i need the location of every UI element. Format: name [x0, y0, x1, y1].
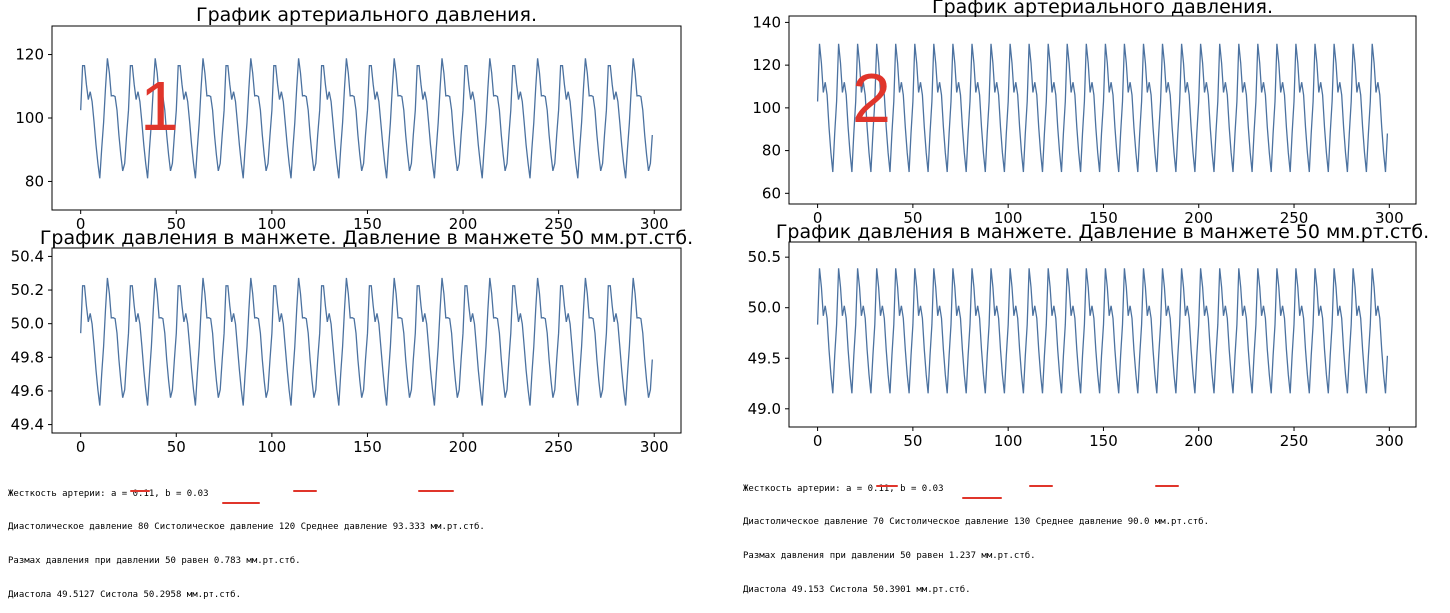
x-tick-label: 150: [353, 438, 382, 456]
y-tick-label: 49.6: [11, 382, 44, 400]
chart-title: График артериального давления.: [196, 4, 537, 26]
x-tick-label: 0: [813, 432, 823, 450]
x-tick-label: 250: [544, 215, 573, 233]
panel-number-annotation: 1: [140, 67, 179, 145]
y-tick-label: 120: [752, 56, 781, 74]
panel-number-annotation: 2: [852, 59, 891, 137]
x-tick-label: 200: [449, 215, 478, 233]
series-line: [80, 58, 653, 179]
underline-mark: [222, 502, 260, 504]
output-left-line-2: Диастолическое давление 80 Систолическое…: [8, 522, 485, 533]
x-tick-label: 50: [903, 209, 922, 227]
series-line: [816, 268, 1389, 394]
underline-mark: [876, 485, 898, 487]
underline-mark: [293, 490, 317, 492]
output-left: Жесткость артерии: a = 0.11, b = 0.03 Ди…: [8, 466, 485, 613]
x-tick-label: 250: [1280, 209, 1309, 227]
x-tick-label: 250: [544, 438, 573, 456]
x-tick-label: 300: [640, 438, 669, 456]
x-tick-label: 250: [1280, 432, 1309, 450]
output-right-line-2: Диастолическое давление 70 Систолическое…: [743, 517, 1209, 528]
series-line: [80, 277, 653, 406]
output-right-line-1: Жесткость артерии: a = 0.11, b = 0.03: [743, 483, 944, 494]
plot-area: [788, 15, 1417, 205]
x-tick-label: 300: [640, 215, 669, 233]
chart-title: График артериального давления.: [932, 0, 1273, 18]
y-tick-label: 100: [15, 109, 44, 127]
chart-title: График давления в манжете. Давление в ма…: [40, 227, 693, 249]
x-tick-label: 100: [258, 215, 287, 233]
output-right-line-4: Диастола 49.153 Систола 50.3901 мм.рт.ст…: [743, 585, 971, 596]
output-left-line-3: Размах давления при давлении 50 равен 0.…: [8, 556, 301, 567]
x-tick-label: 0: [76, 215, 86, 233]
x-tick-label: 150: [353, 215, 382, 233]
y-tick-label: 50.5: [748, 248, 781, 266]
x-tick-label: 300: [1375, 432, 1404, 450]
plot-area: [51, 247, 682, 434]
x-tick-label: 50: [167, 438, 186, 456]
underline-mark: [418, 490, 454, 492]
underline-mark: [1155, 485, 1179, 487]
y-tick-label: 49.0: [748, 400, 781, 418]
plot-area: [788, 241, 1417, 428]
y-tick-label: 50.4: [11, 247, 44, 265]
x-tick-label: 100: [258, 438, 287, 456]
y-tick-label: 49.5: [748, 349, 781, 367]
x-tick-label: 200: [449, 438, 478, 456]
underline-mark: [1029, 485, 1053, 487]
output-right: Жесткость артерии: a = 0.11, b = 0.03 Ди…: [743, 461, 1209, 608]
x-tick-label: 100: [994, 209, 1023, 227]
y-tick-label: 100: [752, 99, 781, 117]
output-left-line-1: Жесткость артерии: a = 0.11, b = 0.03: [8, 488, 209, 499]
series-line: [816, 43, 1389, 173]
y-tick-label: 80: [25, 172, 44, 190]
chart-title: График давления в манжете. Давление в ма…: [776, 221, 1429, 243]
x-tick-label: 150: [1089, 209, 1118, 227]
y-tick-label: 60: [762, 184, 781, 202]
y-tick-label: 120: [15, 46, 44, 64]
x-tick-label: 200: [1184, 432, 1213, 450]
underline-mark: [962, 497, 1002, 499]
y-tick-label: 49.8: [11, 348, 44, 366]
charts-canvas: График артериального давления.0 50 100 150 2…: [11, 0, 1430, 456]
y-tick-label: 49.4: [11, 416, 44, 434]
x-tick-label: 50: [167, 215, 186, 233]
y-tick-label: 50.0: [11, 315, 44, 333]
x-tick-label: 150: [1089, 432, 1118, 450]
x-tick-label: 50: [903, 432, 922, 450]
x-tick-label: 100: [994, 432, 1023, 450]
x-tick-label: 300: [1375, 209, 1404, 227]
output-left-line-4: Диастола 49.5127 Систола 50.2958 мм.рт.с…: [8, 590, 241, 601]
y-tick-label: 80: [762, 142, 781, 160]
underline-mark: [130, 490, 150, 492]
y-tick-label: 50.2: [11, 281, 44, 299]
x-tick-label: 0: [76, 438, 86, 456]
y-tick-label: 140: [752, 13, 781, 31]
y-tick-label: 50.0: [748, 299, 781, 317]
x-tick-label: 200: [1184, 209, 1213, 227]
output-right-line-3: Размах давления при давлении 50 равен 1.…: [743, 551, 1036, 562]
x-tick-label: 0: [813, 209, 823, 227]
